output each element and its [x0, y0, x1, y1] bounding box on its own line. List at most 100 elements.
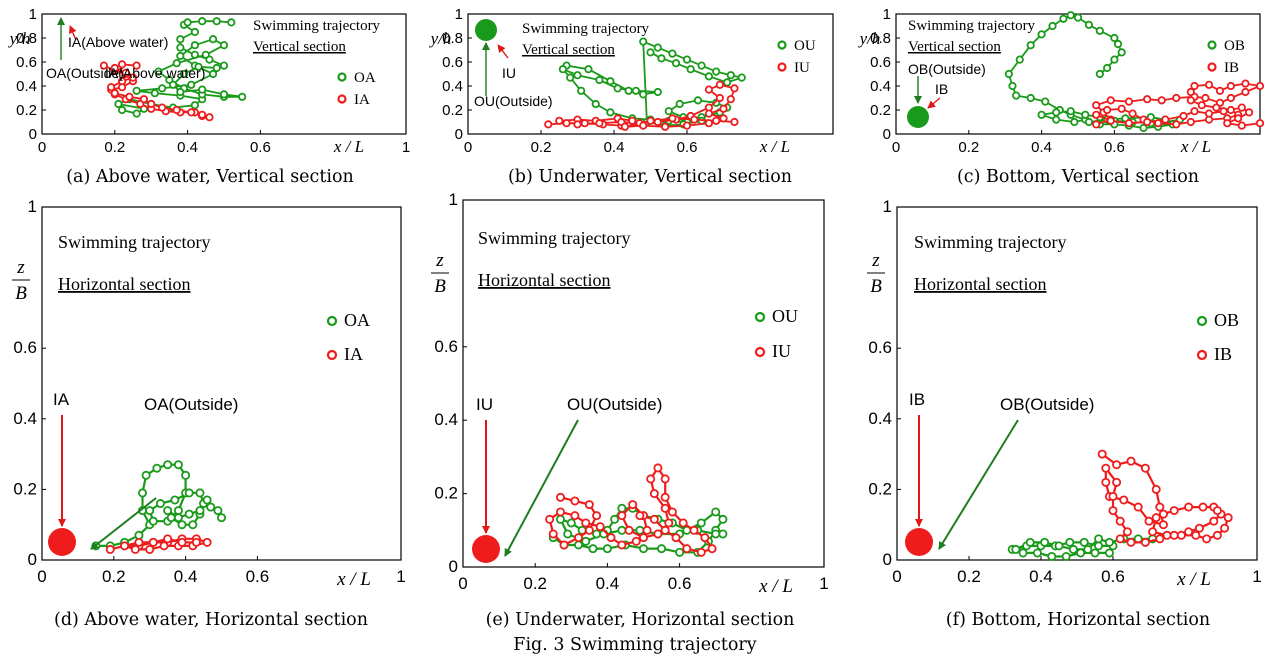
series-line-oa [117, 20, 244, 115]
data-point-ia [105, 544, 115, 554]
data-point-iu [617, 540, 627, 550]
data-point-oa [206, 502, 216, 512]
panel-title: Swimming trajectory [253, 18, 381, 34]
data-point-ib [1197, 101, 1206, 110]
data-point-oa [184, 509, 194, 519]
data-point-iu [649, 489, 659, 499]
data-point-ob [1032, 548, 1042, 558]
y-tick-label: 0 [449, 557, 458, 576]
x-tick-label: 0 [892, 139, 900, 156]
data-point-ob [1139, 123, 1148, 133]
data-point-ob [1095, 26, 1104, 35]
y-tick-label: 0.8 [870, 30, 891, 47]
data-point-iu [617, 511, 627, 521]
data-point-ib [1092, 110, 1101, 119]
data-point-ib [1212, 530, 1222, 540]
data-point-ib [1124, 119, 1134, 128]
x-tick-label: 0 [37, 567, 46, 586]
data-point-ib [1119, 495, 1129, 505]
data-point-ib [1112, 460, 1122, 470]
legend-marker-oa [337, 72, 347, 82]
data-point-iu [570, 496, 580, 506]
data-point-ib [1106, 96, 1115, 105]
y-tick-label: 0 [883, 550, 892, 569]
legend-label-ia: IA [344, 344, 363, 364]
panel-c: 0 0.2 0.4 0.6 0.8 1 0 0.2 0.4 0.6 x / L y/h Swimming… [858, 6, 1265, 187]
data-point-ou [581, 536, 591, 546]
data-point-ib [1169, 506, 1179, 516]
x-axis-label: x / L [336, 569, 371, 590]
legend-marker-ob [1196, 315, 1208, 327]
data-point-ib [1101, 463, 1111, 473]
x-axis-label: x / L [1180, 137, 1211, 156]
panel-subtitle: Vertical section [908, 39, 1001, 55]
legend-label-ia: IA [354, 92, 370, 108]
annotation-label: OA(Outside) [46, 65, 124, 81]
data-point-ib [1209, 516, 1219, 526]
data-point-ou [704, 72, 714, 81]
y-axis-label-num: z [16, 257, 25, 278]
figure-caption: Fig. 3 Swimming trajectory [513, 635, 756, 655]
data-point-ou [723, 78, 732, 87]
plot-frame [41, 206, 402, 561]
data-point-iu [660, 525, 670, 535]
data-point-ib [1186, 117, 1195, 127]
data-point-iu [700, 533, 710, 543]
data-point-oa [219, 90, 229, 99]
data-point-ob [1090, 548, 1100, 558]
data-point-ou [573, 71, 582, 80]
data-point-ou [737, 73, 746, 82]
annotation-arrow [938, 419, 1019, 550]
data-point-oa [176, 35, 185, 44]
data-point-ou [671, 59, 681, 68]
x-axis-label: x / L [1176, 569, 1211, 590]
data-point-oa [173, 513, 183, 523]
annotation-label: IB [935, 81, 948, 97]
data-point-iu [726, 95, 735, 104]
x-tick-label: 0.6 [677, 139, 698, 156]
x-tick-label: 0.2 [523, 574, 547, 593]
data-point-ib [1219, 107, 1228, 116]
y-axis-label-num: z [435, 250, 444, 271]
legend-label-iu: IU [794, 60, 810, 76]
data-point-ib [1186, 87, 1195, 97]
data-point-ib [1155, 534, 1165, 544]
y-tick-label: 0.2 [868, 479, 892, 498]
x-tick-label: 0.2 [958, 139, 979, 156]
data-point-ou [639, 90, 648, 99]
data-point-ib [1244, 108, 1254, 117]
data-point-ob [1040, 537, 1050, 547]
data-point-oa [141, 470, 151, 480]
data-point-ib [1226, 105, 1235, 115]
data-point-ib [1241, 87, 1250, 97]
data-point-ib [1108, 491, 1118, 501]
data-point-iu [620, 122, 630, 131]
data-point-ib [1161, 115, 1170, 124]
x-tick-label: 0 [458, 574, 467, 593]
data-point-iu [653, 463, 663, 473]
y-tick-label: 1 [455, 6, 463, 23]
data-point-ob [1110, 33, 1119, 43]
legend-marker-ib [1196, 349, 1208, 361]
data-point-ou [566, 73, 575, 82]
data-point-oa [198, 85, 207, 94]
start-position-dot [475, 19, 497, 41]
data-point-oa [114, 99, 123, 109]
data-point-iu [555, 507, 565, 517]
data-point-ou [588, 544, 598, 554]
data-point-ou [592, 529, 602, 539]
data-point-ou [631, 86, 641, 95]
data-point-iu [696, 547, 706, 557]
legend-label-ob: OB [1224, 38, 1245, 54]
y-axis-label-num: z [871, 250, 880, 271]
data-point-iu [671, 533, 681, 543]
data-point-ob [1037, 30, 1046, 39]
data-point-ib [1092, 120, 1101, 129]
data-point-ou [566, 518, 576, 528]
data-point-ob [1004, 69, 1013, 79]
annotation-label: OU(Outside) [474, 93, 553, 109]
y-tick-label: 0 [29, 126, 37, 143]
panel-subtitle: Vertical section [253, 39, 346, 55]
x-axis-label: x / L [759, 137, 790, 156]
